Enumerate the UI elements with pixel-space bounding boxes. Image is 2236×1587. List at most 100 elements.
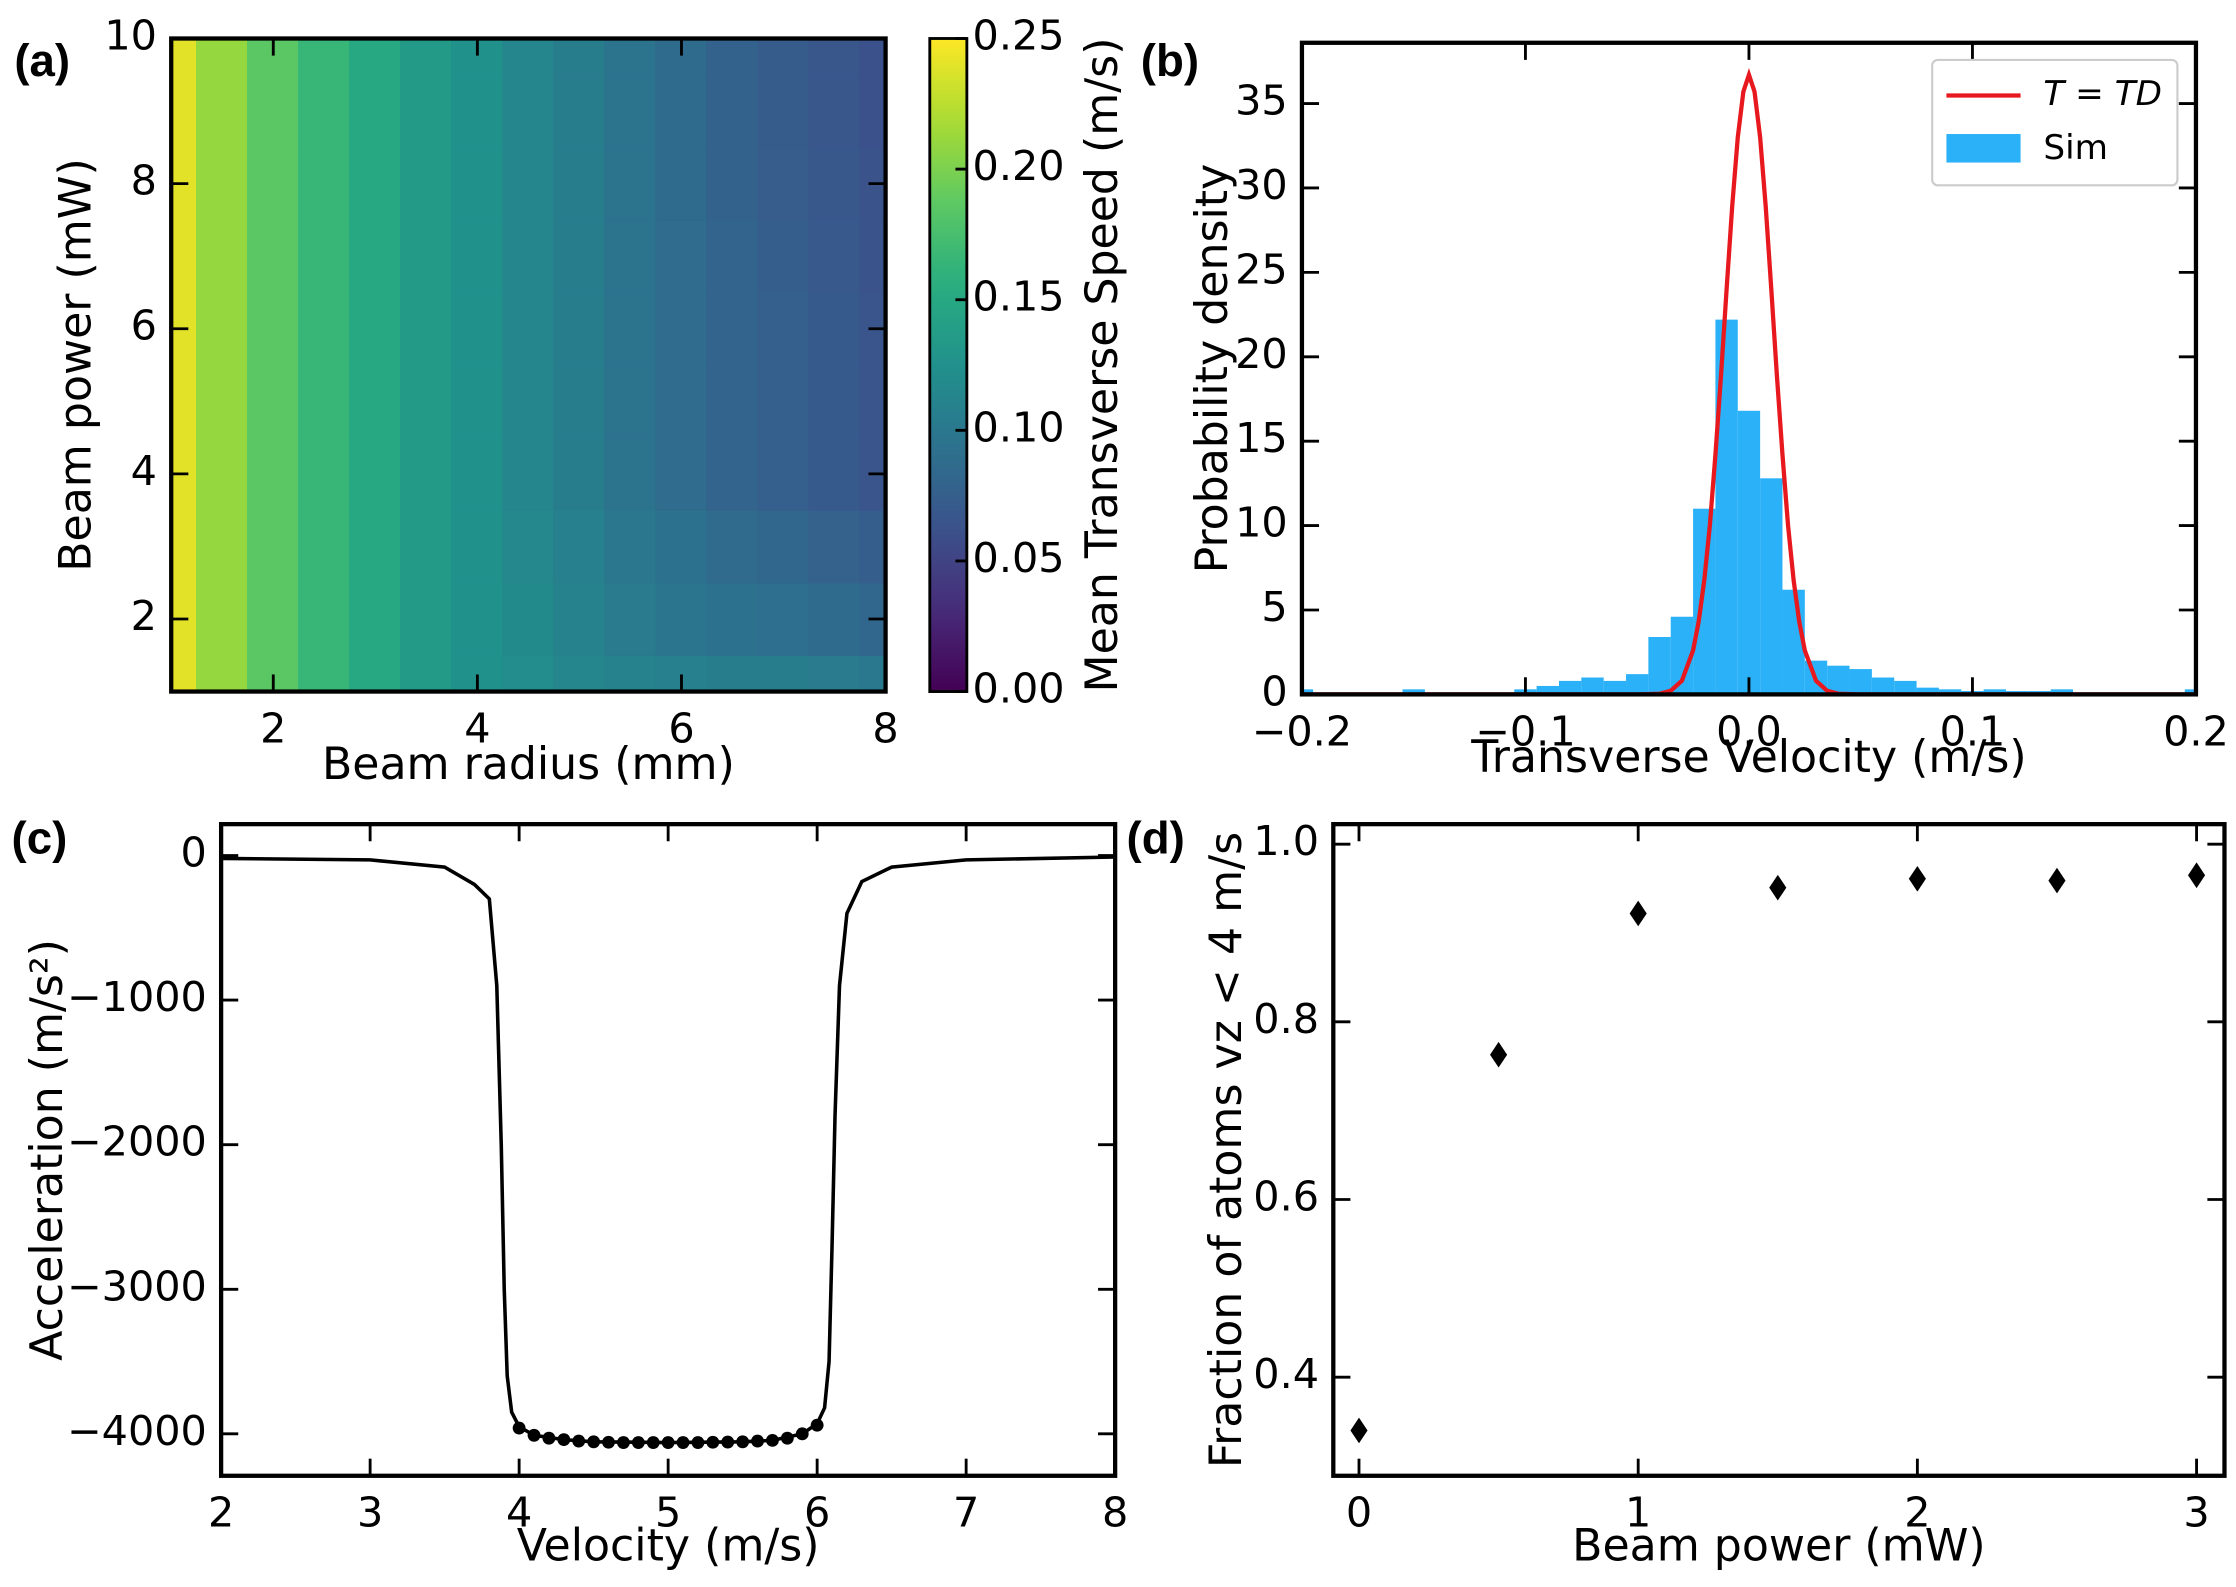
- heatmap-cell: [298, 38, 351, 76]
- heatmap-cell: [400, 74, 453, 149]
- panel: 2 3 4 5 6 7 8 0 −1000 −2000 −3000 −4000 Velocity (m/…: [12, 812, 1129, 1571]
- panel: 2 4 6 8 2 4 6 8 10 Beam radius (mm) Beam power (mW…: [14, 11, 1128, 790]
- heatmap-cell: [247, 364, 300, 439]
- colorbar-tick-label: 0.10: [973, 403, 1065, 451]
- heatmap-cell: [604, 219, 657, 294]
- x-tick-label: 8: [872, 704, 898, 752]
- y-tick-label: 25: [1235, 245, 1288, 293]
- heatmap-cell: [604, 509, 657, 584]
- heatmap-cell: [298, 74, 351, 149]
- legend-label: Sim: [2043, 128, 2108, 168]
- diamond-marker: [1769, 874, 1787, 901]
- hist-bar: [1402, 689, 1425, 695]
- marker: [676, 1436, 690, 1449]
- heatmap-cell: [604, 581, 657, 656]
- heatmap-cell: [502, 74, 555, 149]
- heatmap-cell: [553, 581, 606, 656]
- heatmap-cell: [247, 146, 300, 221]
- marker: [572, 1434, 586, 1448]
- marker: [706, 1435, 720, 1449]
- heatmap-cell: [171, 509, 198, 584]
- y-tick-label: 35: [1235, 77, 1288, 125]
- x-tick-label: 0.1: [1940, 707, 2006, 755]
- hist-bar: [2050, 689, 2074, 695]
- heatmap-cell: [298, 509, 351, 584]
- heatmap-cell: [349, 436, 402, 511]
- heatmap-cell: [502, 219, 555, 294]
- heatmap-cell: [298, 436, 351, 511]
- heatmap-cell: [298, 364, 351, 439]
- y-tick-label: −3000: [67, 1262, 207, 1310]
- heatmap-cell: [757, 38, 810, 76]
- x-tick-label: 3: [357, 1489, 383, 1537]
- heatmap-cell: [808, 654, 861, 692]
- heatmap-cell: [655, 364, 708, 439]
- heatmap-cell: [298, 654, 351, 692]
- heatmap-cell: [349, 364, 402, 439]
- heatmap-cell: [859, 654, 886, 692]
- x-tick-label: 6: [668, 704, 694, 752]
- y-axis-label: Fraction of atoms vz < 4 m/s: [1201, 832, 1252, 1468]
- heatmap-cell: [553, 364, 606, 439]
- panel-label: (a): [14, 35, 70, 86]
- colorbar: [928, 37, 969, 693]
- heatmap-cell: [247, 291, 300, 366]
- hist-bar: [1581, 677, 1604, 695]
- x-tick-label: 8: [1102, 1489, 1128, 1537]
- heatmap-cell: [400, 436, 453, 511]
- heatmap-cell: [757, 146, 810, 221]
- marker: [691, 1436, 705, 1449]
- y-tick-label: −1000: [67, 973, 207, 1021]
- marker: [766, 1433, 779, 1447]
- heatmap-cell: [604, 436, 657, 511]
- hist-bar: [1849, 669, 1872, 695]
- x-axis-label: Transverse Velocity (m/s): [1470, 732, 2026, 783]
- heatmap-cell: [757, 581, 810, 656]
- heatmap-cell: [400, 364, 453, 439]
- heatmap-cell: [298, 219, 351, 294]
- heatmap-cell: [553, 146, 606, 221]
- y-tick-label: 2: [131, 592, 157, 640]
- heatmap-cell: [502, 581, 555, 656]
- heatmap-cell: [706, 291, 759, 366]
- heatmap-cell: [502, 364, 555, 439]
- diamond-marker: [1490, 1041, 1508, 1068]
- heatmap-cell: [859, 74, 886, 149]
- diamond-marker: [2188, 862, 2206, 889]
- panel-label: (b): [1141, 35, 1199, 86]
- colorbar-tick-label: 0.25: [973, 11, 1065, 59]
- heatmap-cell: [655, 74, 708, 149]
- heatmap-cell: [757, 436, 810, 511]
- heatmap-cell: [757, 509, 810, 584]
- diamond-marker: [2048, 867, 2066, 894]
- legend-swatch: [1946, 134, 2021, 163]
- heatmap-cell: [706, 219, 759, 294]
- hist-bar: [1670, 616, 1694, 695]
- x-tick-label: −0.1: [1475, 707, 1575, 755]
- heatmap-cell: [349, 509, 402, 584]
- heatmap-cell: [502, 38, 555, 76]
- heatmap-cell: [502, 291, 555, 366]
- x-tick-label: −0.2: [1252, 707, 1352, 755]
- x-tick-label: 0.2: [2163, 707, 2229, 755]
- heatmap-cell: [196, 291, 249, 366]
- y-tick-label: 0.4: [1253, 1350, 1319, 1398]
- heatmap-cell: [604, 74, 657, 149]
- axes-frame: [1331, 822, 2227, 1478]
- panel: 0 1 2 3 0.4 0.6 0.8 1.0 Beam power (mW) Fraction …: [1127, 812, 2227, 1572]
- heatmap-cell: [451, 509, 504, 584]
- axes-frame: [218, 822, 1118, 1478]
- x-tick-label: 1: [1625, 1489, 1651, 1537]
- hist-bar: [1648, 637, 1671, 695]
- heatmap-cell: [400, 581, 453, 656]
- x-tick-label: 0.0: [1716, 707, 1782, 755]
- heatmap-cell: [553, 436, 606, 511]
- panel: −0.2 −0.1 0.0 0.1 0.2 0 5 10 15 20 25 30 35 Transvers…: [1141, 35, 2229, 783]
- heatmap-cell: [451, 581, 504, 656]
- colorbar-tick-label: 0.05: [973, 534, 1065, 582]
- x-tick-label: 2: [1904, 1489, 1930, 1537]
- x-tick-label: 3: [2183, 1489, 2209, 1537]
- marker: [751, 1434, 764, 1448]
- marker: [602, 1435, 615, 1449]
- heatmap-cell: [757, 654, 810, 692]
